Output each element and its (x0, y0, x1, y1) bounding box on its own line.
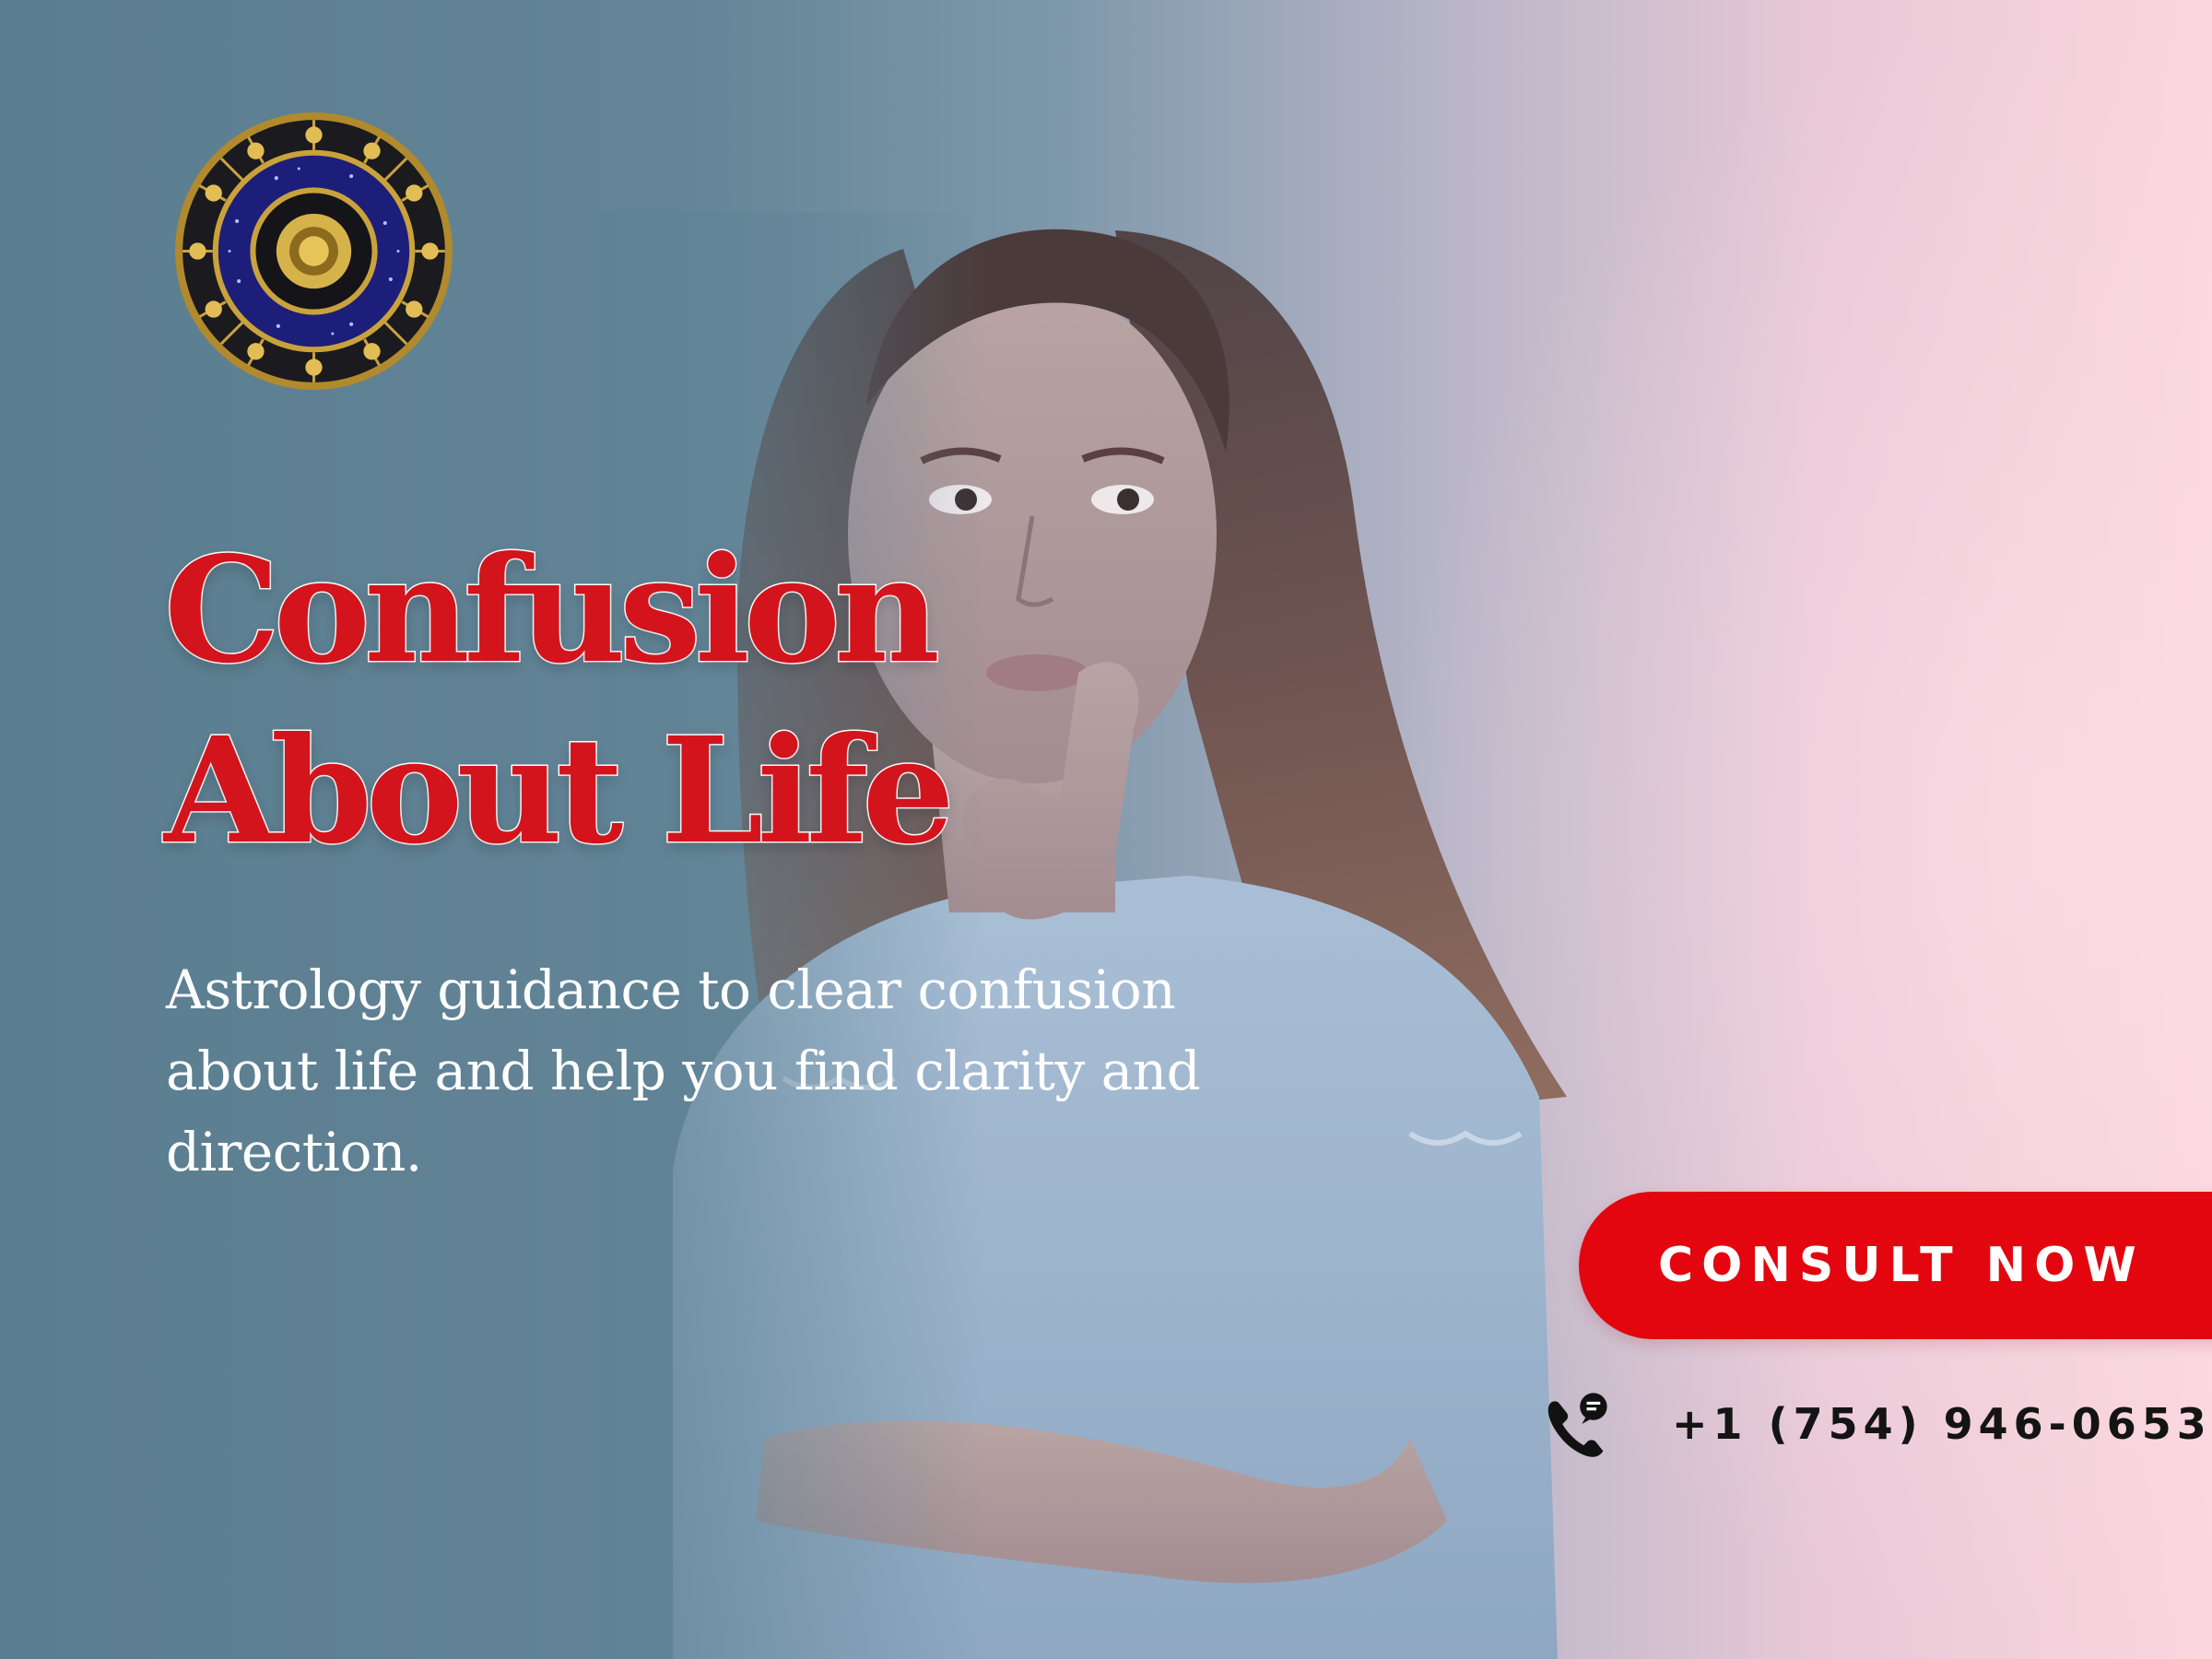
headline-line-1: Confusion (163, 524, 942, 698)
headline: Confusion About Life (163, 521, 957, 882)
consult-now-button[interactable]: CONSULT NOW (1579, 1192, 2212, 1339)
woman-thinking-photo (599, 212, 1705, 1659)
zodiac-wheel-icon[interactable] (173, 111, 454, 392)
phone-contact[interactable]: +1 (754) 946-0653 (1537, 1387, 2212, 1461)
phone-chat-icon (1547, 1393, 1607, 1457)
headline-line-2: About Life (163, 705, 957, 878)
description-text: Astrology guidance to clear confusion ab… (166, 959, 1201, 1183)
phone-number[interactable]: +1 (754) 946-0653 (1672, 1399, 2212, 1449)
